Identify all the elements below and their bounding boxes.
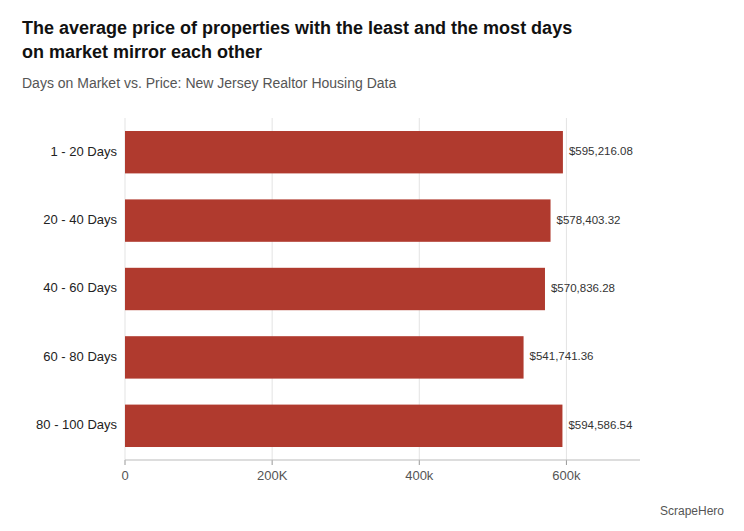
- category-label: 40 - 60 Days: [43, 280, 117, 295]
- title-line: The average price of properties with the…: [22, 18, 572, 38]
- x-axis: 0 200K 400k 600k: [121, 460, 640, 483]
- x-tick: [272, 460, 273, 465]
- title: The average price of properties with the…: [22, 18, 572, 62]
- labels: 1 - 20 Days $595,216.08 20 - 40 Days $578,4…: [36, 144, 633, 433]
- chart: The average price of properties with the…: [0, 0, 744, 531]
- title-line: on market mirror each other: [22, 42, 262, 62]
- data-label: $578,403.32: [557, 214, 621, 226]
- category-label: 80 - 100 Days: [36, 417, 117, 432]
- x-tick-label: 200K: [257, 468, 288, 483]
- bar: [125, 199, 551, 241]
- x-tick: [566, 460, 567, 465]
- category-label: 20 - 40 Days: [43, 212, 117, 227]
- category-label: 1 - 20 Days: [51, 144, 118, 159]
- bars: [125, 131, 563, 447]
- bar: [125, 405, 562, 447]
- x-tick-label: 0: [121, 468, 128, 483]
- x-axis-line: [125, 460, 640, 461]
- x-tick: [419, 460, 420, 465]
- x-tick: [125, 460, 126, 465]
- x-tick-label: 400k: [405, 468, 434, 483]
- annotation: ScrapeHero: [660, 504, 724, 518]
- bar: [125, 131, 563, 173]
- bar: [125, 268, 545, 310]
- data-label: $594,586.54: [568, 419, 633, 431]
- page: {"chart_data": {"type": "bar", "orientat…: [0, 0, 744, 531]
- data-label: $570,836.28: [551, 282, 615, 294]
- subtitle: Days on Market vs. Price: New Jersey Rea…: [22, 75, 396, 91]
- bar: [125, 336, 524, 378]
- x-tick-label: 600k: [552, 468, 581, 483]
- data-label: $595,216.08: [569, 145, 633, 157]
- data-label: $541,741.36: [530, 350, 594, 362]
- category-label: 60 - 80 Days: [43, 349, 117, 364]
- grid: [125, 118, 566, 460]
